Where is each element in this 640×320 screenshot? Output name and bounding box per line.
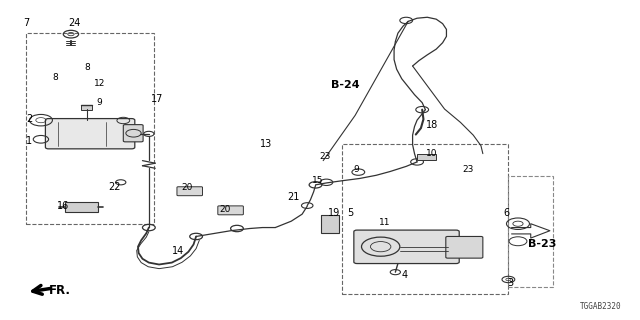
- Bar: [508, 176, 553, 287]
- FancyBboxPatch shape: [218, 206, 243, 215]
- Text: 12: 12: [94, 79, 106, 88]
- Text: 22: 22: [108, 182, 120, 192]
- Text: 19: 19: [328, 208, 340, 218]
- Text: 17: 17: [151, 94, 163, 104]
- Text: 16: 16: [57, 201, 69, 211]
- Text: FR.: FR.: [49, 284, 70, 297]
- Text: 20: 20: [182, 183, 193, 192]
- Bar: [26, 33, 154, 224]
- Text: 8: 8: [52, 73, 58, 82]
- Text: TGGAB2320: TGGAB2320: [580, 302, 622, 311]
- Text: B-23: B-23: [528, 239, 556, 249]
- Text: 24: 24: [68, 18, 81, 28]
- Text: 14: 14: [172, 246, 184, 256]
- Text: 4: 4: [402, 270, 408, 280]
- FancyBboxPatch shape: [446, 236, 483, 258]
- Bar: [417, 154, 436, 160]
- Text: 8: 8: [84, 63, 90, 72]
- Text: 9: 9: [97, 98, 102, 107]
- Bar: [321, 215, 339, 233]
- Text: 10: 10: [426, 149, 438, 158]
- Text: 2: 2: [26, 114, 33, 124]
- Text: 3: 3: [508, 278, 513, 288]
- Bar: [65, 202, 98, 212]
- Text: 11: 11: [380, 218, 391, 227]
- Text: 23: 23: [319, 152, 331, 161]
- Text: 23: 23: [463, 165, 474, 174]
- Text: 9: 9: [353, 165, 359, 174]
- Text: 1: 1: [26, 136, 33, 146]
- FancyBboxPatch shape: [354, 230, 460, 264]
- Text: 15: 15: [312, 176, 323, 185]
- FancyBboxPatch shape: [45, 119, 135, 149]
- Text: 7: 7: [23, 18, 29, 28]
- Text: B-24: B-24: [332, 80, 360, 90]
- Text: 18: 18: [426, 120, 438, 130]
- Bar: [81, 105, 92, 110]
- Bar: [342, 144, 508, 294]
- FancyBboxPatch shape: [124, 124, 143, 142]
- FancyBboxPatch shape: [177, 187, 202, 196]
- Text: 20: 20: [220, 205, 231, 214]
- Text: 21: 21: [287, 192, 300, 202]
- Text: 5: 5: [348, 208, 354, 218]
- Text: 6: 6: [504, 208, 509, 218]
- Text: 13: 13: [260, 139, 272, 149]
